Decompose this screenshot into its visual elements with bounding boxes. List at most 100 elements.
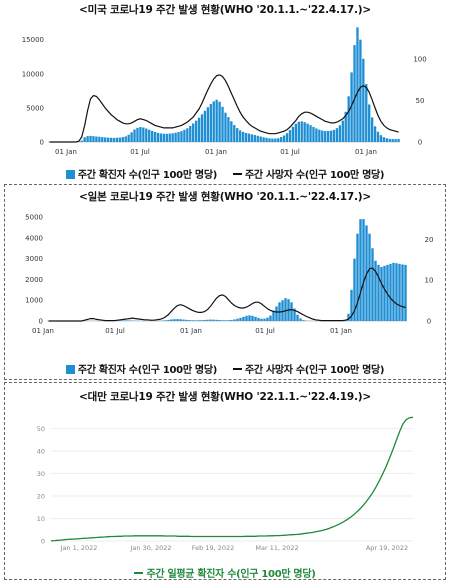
us-bar xyxy=(326,131,330,142)
japan-bar xyxy=(170,319,173,321)
us-legend-bar-swatch xyxy=(65,170,75,179)
japan-legend-bar-label: 주간 확진자 수(인구 100만 명당) xyxy=(77,365,217,376)
us-bar xyxy=(359,39,362,142)
taiwan-x-tick: Mar 11, 2022 xyxy=(255,544,298,552)
japan-y-tick-left: 1000 xyxy=(25,297,43,305)
us-bar xyxy=(303,122,306,142)
us-bar xyxy=(233,125,236,142)
us-bar xyxy=(183,129,186,142)
us-bar xyxy=(329,130,333,142)
us-bar xyxy=(95,136,98,142)
japan-legend: 주간 확진자 수(인구 100만 명당) 주간 사망자 수(인구 100만 명당) xyxy=(5,361,445,376)
japan-bar xyxy=(125,320,128,321)
japan-y-tick-right: 20 xyxy=(425,236,434,244)
us-bar xyxy=(104,137,107,142)
japan-death-line xyxy=(48,267,406,322)
us-bar xyxy=(370,117,374,142)
us-bar xyxy=(189,125,192,142)
japan-bar xyxy=(179,319,182,321)
japan-bar xyxy=(224,320,227,321)
us-legend-bar-label: 주간 확진자 수(인구 100만 명당) xyxy=(77,170,217,181)
us-bar xyxy=(153,131,157,142)
japan-bar xyxy=(356,233,359,321)
japan-bar xyxy=(260,318,263,321)
us-y-tick-right: 100 xyxy=(413,56,426,64)
us-bar xyxy=(98,136,101,142)
japan-bar xyxy=(239,317,242,321)
japan-bar xyxy=(302,320,305,321)
japan-bar xyxy=(209,319,212,321)
japan-bar xyxy=(122,320,125,321)
us-bar xyxy=(256,135,259,142)
us-bar xyxy=(335,128,339,142)
us-bar xyxy=(312,126,315,142)
us-bar xyxy=(236,128,239,142)
japan-bar xyxy=(245,315,248,321)
us-bar xyxy=(209,104,212,142)
japan-bar xyxy=(395,263,398,321)
us-bar xyxy=(321,130,324,142)
us-y-tick-left: 5000 xyxy=(26,104,44,112)
us-bar xyxy=(353,45,356,142)
us-bar xyxy=(89,135,92,142)
us-bar xyxy=(101,137,104,142)
us-bar xyxy=(212,101,215,142)
taiwan-chart-title: <대만 코로나19 주간 발생 현황(WHO '22.1.1.~'22.4.19… xyxy=(79,391,371,403)
taiwan-y-tick: 20 xyxy=(37,493,45,501)
japan-bar xyxy=(392,262,395,321)
us-bar xyxy=(150,130,154,142)
us-legend: 주간 확진자 수(인구 100만 명당) 주간 사망자 수(인구 100만 명당) xyxy=(0,166,450,181)
japan-y-tick-right: 0 xyxy=(427,318,431,326)
us-bar xyxy=(285,133,289,142)
japan-legend-line-label: 주간 사망자 수(인구 100만 명당) xyxy=(245,365,385,376)
japan-x-tick: 01 Jan xyxy=(32,327,54,335)
us-bar xyxy=(109,137,113,142)
japan-bar xyxy=(386,264,389,321)
us-bar xyxy=(238,130,242,142)
japan-chart: 0 1000 2000 3000 4000 5000 0 10 20 01 Jan 01 Jul 01… xyxy=(25,214,434,335)
japan-bar xyxy=(248,315,251,321)
japan-bar xyxy=(398,263,401,321)
japan-bar xyxy=(290,302,293,321)
japan-bar xyxy=(371,248,374,321)
us-y-tick-left: 15000 xyxy=(22,36,44,44)
japan-bar xyxy=(227,320,230,321)
us-bar xyxy=(250,134,254,142)
us-bar xyxy=(262,137,265,142)
us-bar xyxy=(268,138,271,142)
us-bar xyxy=(315,128,318,142)
japan-bar xyxy=(377,264,380,321)
japan-bar xyxy=(194,320,197,321)
us-bar xyxy=(332,129,336,142)
us-bar xyxy=(306,123,309,142)
us-bar xyxy=(368,104,371,142)
japan-x-tick: 01 Jan xyxy=(330,327,352,335)
us-bar xyxy=(277,138,280,142)
us-bar xyxy=(253,135,256,142)
japan-bar xyxy=(233,319,236,321)
us-bar xyxy=(171,133,174,142)
us-legend-line-swatch xyxy=(233,173,242,175)
taiwan-y-tick: 30 xyxy=(37,470,45,478)
japan-y-tick-left: 5000 xyxy=(25,214,43,222)
us-bar xyxy=(347,96,350,142)
us-bar xyxy=(180,131,183,142)
us-bar xyxy=(221,106,224,142)
japan-bar xyxy=(182,319,185,321)
us-bar xyxy=(288,130,292,142)
us-bar xyxy=(115,137,119,142)
us-bar xyxy=(121,137,124,142)
japan-bar xyxy=(383,265,386,321)
us-bar xyxy=(168,133,171,142)
us-bar xyxy=(142,127,145,142)
japan-legend-line-swatch xyxy=(233,368,242,370)
us-bar xyxy=(324,131,327,142)
us-bar xyxy=(309,125,312,142)
japan-bar xyxy=(299,318,302,321)
us-bar xyxy=(139,127,142,142)
japan-bar xyxy=(368,233,371,321)
taiwan-y-tick: 10 xyxy=(37,515,45,523)
us-bar xyxy=(136,127,139,142)
japan-y-tick-left: 0 xyxy=(39,318,43,326)
us-bar xyxy=(203,110,207,142)
